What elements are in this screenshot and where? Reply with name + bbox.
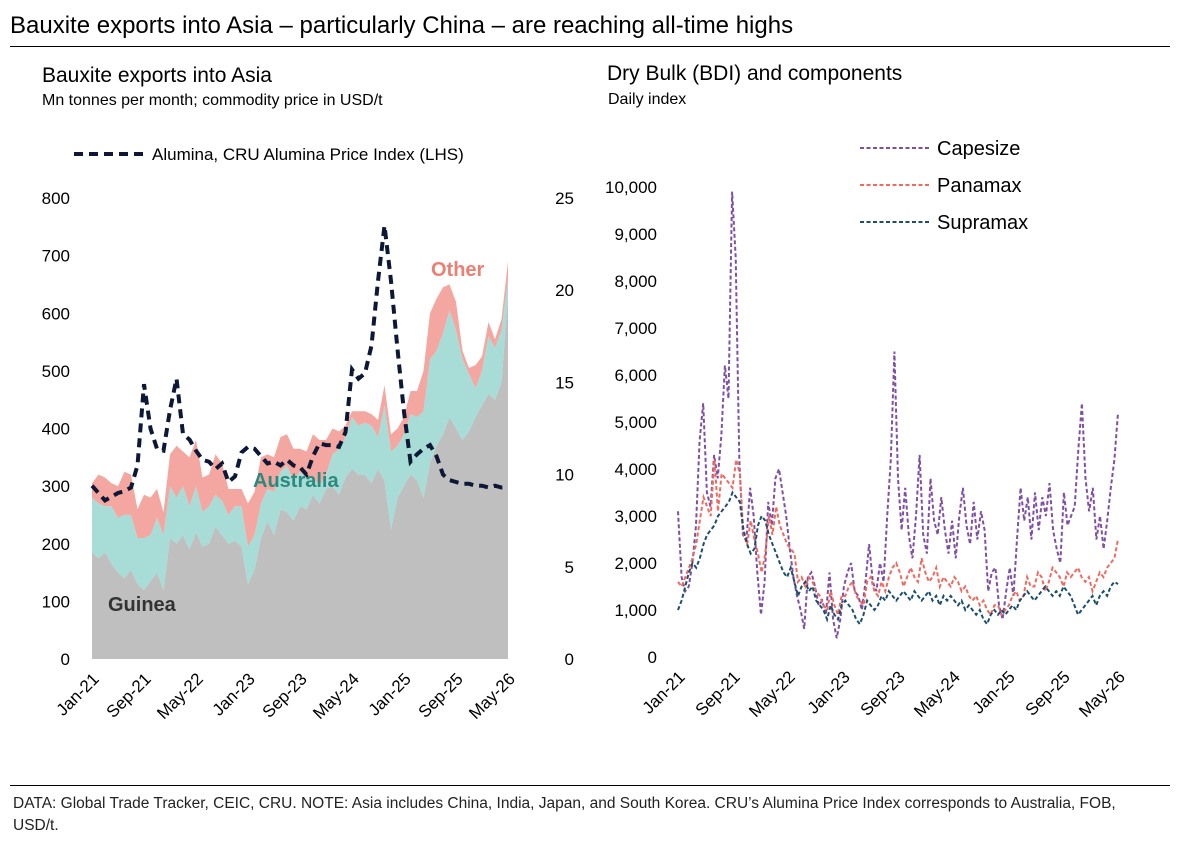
y-left-tick-label: 800 bbox=[42, 189, 70, 208]
legend-alumina-label: Alumina, CRU Alumina Price Index (LHS) bbox=[152, 145, 464, 164]
y-right-tick-label: 0 bbox=[565, 650, 574, 669]
y-tick-label: 8,000 bbox=[614, 272, 657, 291]
y-left-tick-label: 400 bbox=[42, 420, 70, 439]
right-chart-subtitle: Daily index bbox=[608, 91, 687, 108]
y-tick-label: 1,000 bbox=[614, 601, 657, 620]
legend-capesize-label: Capesize bbox=[937, 138, 1020, 160]
left-chart-subtitle: Mn tonnes per month; commodity price in … bbox=[42, 92, 383, 109]
y-right-tick-label: 10 bbox=[555, 466, 574, 485]
y-tick-label: 6,000 bbox=[614, 366, 657, 385]
y-tick-label: 2,000 bbox=[614, 554, 657, 573]
footnote: DATA: Global Trade Tracker, CEIC, CRU. N… bbox=[13, 795, 1116, 834]
x-tick-label: May-24 bbox=[910, 667, 964, 721]
x-tick-label: May-26 bbox=[1075, 667, 1129, 721]
y-right-tick-label: 20 bbox=[555, 281, 574, 300]
footnote-rule bbox=[10, 785, 1170, 786]
legend-supramax-label: Supramax bbox=[937, 212, 1028, 234]
area-guinea bbox=[92, 296, 508, 659]
annotation-other: Other bbox=[431, 259, 485, 281]
x-tick-label: Jan-25 bbox=[969, 667, 1019, 717]
y-tick-label: 0 bbox=[648, 648, 657, 667]
x-tick-label: Sep-23 bbox=[857, 667, 909, 719]
y-tick-label: 9,000 bbox=[614, 225, 657, 244]
area-australia bbox=[92, 278, 508, 590]
y-tick-label: 7,000 bbox=[614, 319, 657, 338]
x-tick-label: Jan-23 bbox=[804, 667, 854, 717]
y-left-tick-label: 300 bbox=[42, 477, 70, 496]
area-other bbox=[92, 261, 508, 547]
annotation-guinea: Guinea bbox=[108, 594, 177, 616]
y-right-tick-label: 5 bbox=[565, 558, 574, 577]
y-right-tick-label: 25 bbox=[555, 189, 574, 208]
dry-bulk-chart: 0 1,000 2,000 3,000 4,000 5,000 6,000 7,000 8,00… bbox=[605, 138, 1129, 721]
y-tick-label: 4,000 bbox=[614, 460, 657, 479]
page-title: Bauxite exports into Asia – particularly… bbox=[10, 12, 794, 39]
right-chart-title: Dry Bulk (BDI) and components bbox=[607, 62, 903, 85]
line-alumina bbox=[90, 225, 508, 503]
y-left-tick-label: 600 bbox=[42, 304, 70, 323]
x-tick-label: Sep-21 bbox=[692, 667, 744, 719]
title-rule bbox=[10, 46, 1170, 47]
y-left-tick-label: 0 bbox=[61, 650, 70, 669]
y-right-tick-label: 15 bbox=[555, 373, 574, 392]
y-left-tick-label: 500 bbox=[42, 362, 70, 381]
left-chart-title: Bauxite exports into Asia bbox=[42, 64, 272, 87]
line-capesize bbox=[677, 191, 1119, 639]
line-supramax bbox=[677, 490, 1119, 627]
x-tick-label: Sep-25 bbox=[1022, 667, 1074, 719]
y-left-tick-label: 100 bbox=[42, 592, 70, 611]
y-tick-label: 10,000 bbox=[605, 178, 657, 197]
y-tick-label: 5,000 bbox=[614, 413, 657, 432]
x-tick-label: Jan-21 bbox=[639, 667, 689, 717]
legend-panamax-label: Panamax bbox=[937, 175, 1022, 197]
y-left-tick-label: 700 bbox=[42, 247, 70, 266]
x-tick-label: May-22 bbox=[745, 667, 799, 721]
annotation-australia: Australia bbox=[253, 470, 339, 492]
y-left-tick-label: 200 bbox=[42, 535, 70, 554]
y-tick-label: 3,000 bbox=[614, 507, 657, 526]
